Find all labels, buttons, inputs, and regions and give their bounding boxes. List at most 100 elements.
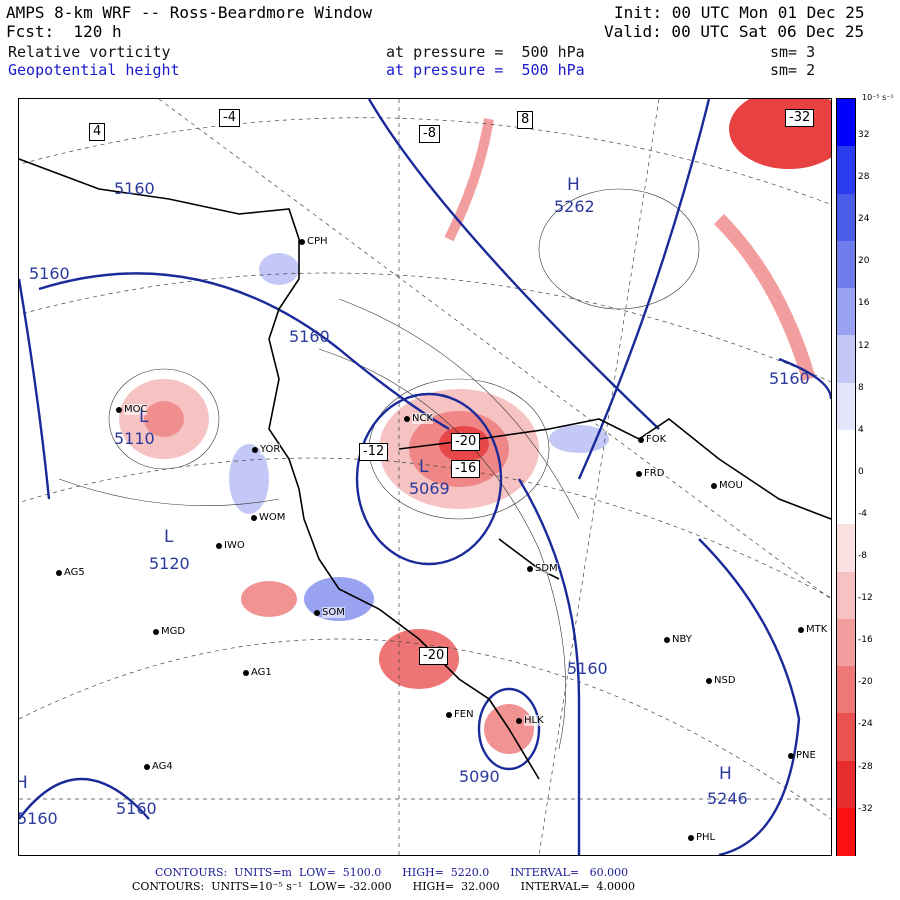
station-label: YOR — [260, 444, 280, 455]
station-marker — [664, 637, 670, 643]
vorticity-value-box: 4 — [89, 123, 105, 141]
colorbar-tick-label: -20 — [858, 677, 873, 687]
footer-vorticity-contours: CONTOURS: UNITS=10⁻⁵ s⁻¹ LOW= -32.000 HI… — [132, 880, 635, 893]
colorbar-segment — [837, 808, 855, 856]
station-marker — [516, 718, 522, 724]
station-label: AG5 — [64, 567, 85, 578]
colorbar-tick-label: 32 — [858, 130, 869, 140]
colorbar-tick-label: -4 — [858, 509, 867, 519]
vorticity-value-box: -20 — [419, 647, 448, 665]
height-contour-label: 5246 — [707, 789, 748, 808]
height-contour-label: 5160 — [114, 179, 155, 198]
colorbar-segment — [837, 761, 855, 809]
colorbar — [836, 98, 856, 856]
station-marker — [252, 447, 258, 453]
height-contour-label: 5160 — [769, 369, 810, 388]
station-label: AG4 — [152, 761, 173, 772]
colorbar-tick-label: 8 — [858, 383, 864, 393]
colorbar-tick-label: -24 — [858, 719, 873, 729]
vorticity-value-box: -20 — [451, 433, 480, 451]
station-label: HLK — [524, 715, 544, 726]
station-label: WOM — [259, 512, 285, 523]
colorbar-segment — [837, 666, 855, 714]
colorbar-segment — [837, 430, 855, 478]
station-marker — [299, 239, 305, 245]
station-label: NSD — [714, 675, 736, 686]
colorbar-tick-label: 28 — [858, 172, 869, 182]
station-label: NCK — [412, 413, 433, 424]
high-center-marker: H — [18, 773, 28, 793]
colorbar-tick-label: 0 — [858, 467, 864, 477]
colorbar-tick-label: 12 — [858, 341, 869, 351]
station-marker — [527, 566, 533, 572]
colorbar-segment — [837, 99, 855, 147]
vorticity-value-box: 8 — [517, 111, 533, 129]
station-marker — [446, 712, 452, 718]
station-marker — [144, 764, 150, 770]
colorbar-tick-label: -32 — [858, 804, 873, 814]
colorbar-tick-label: -12 — [858, 593, 873, 603]
field2-name: Geopotential height — [8, 61, 180, 79]
station-marker — [638, 437, 644, 443]
high-center-marker: H — [567, 175, 580, 195]
field1-level: at pressure = 500 hPa — [386, 43, 585, 61]
station-label: FEN — [454, 709, 474, 720]
station-label: PNE — [796, 750, 816, 761]
colorbar-tick-label: 4 — [858, 425, 864, 435]
high-center-marker: H — [719, 764, 732, 784]
field2-level: at pressure = 500 hPa — [386, 61, 585, 79]
low-center-marker: L — [139, 407, 148, 427]
low-center-marker: L — [419, 457, 428, 477]
station-marker — [56, 570, 62, 576]
colorbar-tick-label: 20 — [858, 256, 869, 266]
low-center-marker: L — [164, 527, 173, 547]
height-contour-label: 5160 — [289, 327, 330, 346]
station-marker — [636, 471, 642, 477]
forecast-hour: Fcst: 120 h — [6, 23, 122, 41]
colorbar-segment — [837, 194, 855, 242]
station-marker — [798, 627, 804, 633]
height-contour-label: 5120 — [149, 554, 190, 573]
vorticity-value-box: -16 — [451, 460, 480, 478]
colorbar-segment — [837, 146, 855, 194]
station-marker — [706, 678, 712, 684]
field1-smoothing: sm= 3 — [770, 43, 815, 61]
station-label: MGD — [161, 626, 185, 637]
colorbar-tick-label: 24 — [858, 214, 869, 224]
station-label: PHL — [696, 832, 715, 843]
model-title: AMPS 8-km WRF -- Ross-Beardmore Window — [6, 4, 372, 22]
colorbar-tick-label: 16 — [858, 298, 869, 308]
vorticity-value-box: -8 — [419, 125, 440, 143]
colorbar-segment — [837, 619, 855, 667]
map-panel: CPH MOC NCK FOK FRD MOU YOR WOM IWO AG5 SOM MGD AG1 S… — [18, 98, 832, 856]
station-marker — [116, 407, 122, 413]
height-contour-label: 5160 — [567, 659, 608, 678]
station-label: MTK — [806, 624, 827, 635]
vorticity-value-box: -4 — [219, 109, 240, 127]
station-label: AG1 — [251, 667, 272, 678]
station-marker — [688, 835, 694, 841]
station-label: NBY — [672, 634, 692, 645]
colorbar-tick-label: -28 — [858, 762, 873, 772]
field1-name: Relative vorticity — [8, 43, 171, 61]
field2-smoothing: sm= 2 — [770, 61, 815, 79]
colorbar-segment — [837, 241, 855, 289]
station-marker — [404, 416, 410, 422]
station-label: FRD — [644, 468, 664, 479]
colorbar-segment — [837, 524, 855, 572]
colorbar-segment — [837, 335, 855, 383]
map-canvas — [19, 99, 831, 855]
height-contour-label: 5262 — [554, 197, 595, 216]
colorbar-segment — [837, 713, 855, 761]
colorbar-units: 10⁻⁵ s⁻¹ — [862, 93, 894, 102]
valid-time: Valid: 00 UTC Sat 06 Dec 25 — [604, 23, 864, 41]
station-label: IWO — [224, 540, 245, 551]
height-contour-label: 5160 — [29, 264, 70, 283]
colorbar-tick-label: -16 — [858, 635, 873, 645]
station-label: CPH — [307, 236, 328, 247]
height-contour-label: 5090 — [459, 767, 500, 786]
station-marker — [243, 670, 249, 676]
footer-height-contours: CONTOURS: UNITS=m LOW= 5100.0 HIGH= 5220… — [155, 866, 628, 879]
station-label: SDM — [535, 563, 558, 574]
colorbar-segment — [837, 477, 855, 525]
